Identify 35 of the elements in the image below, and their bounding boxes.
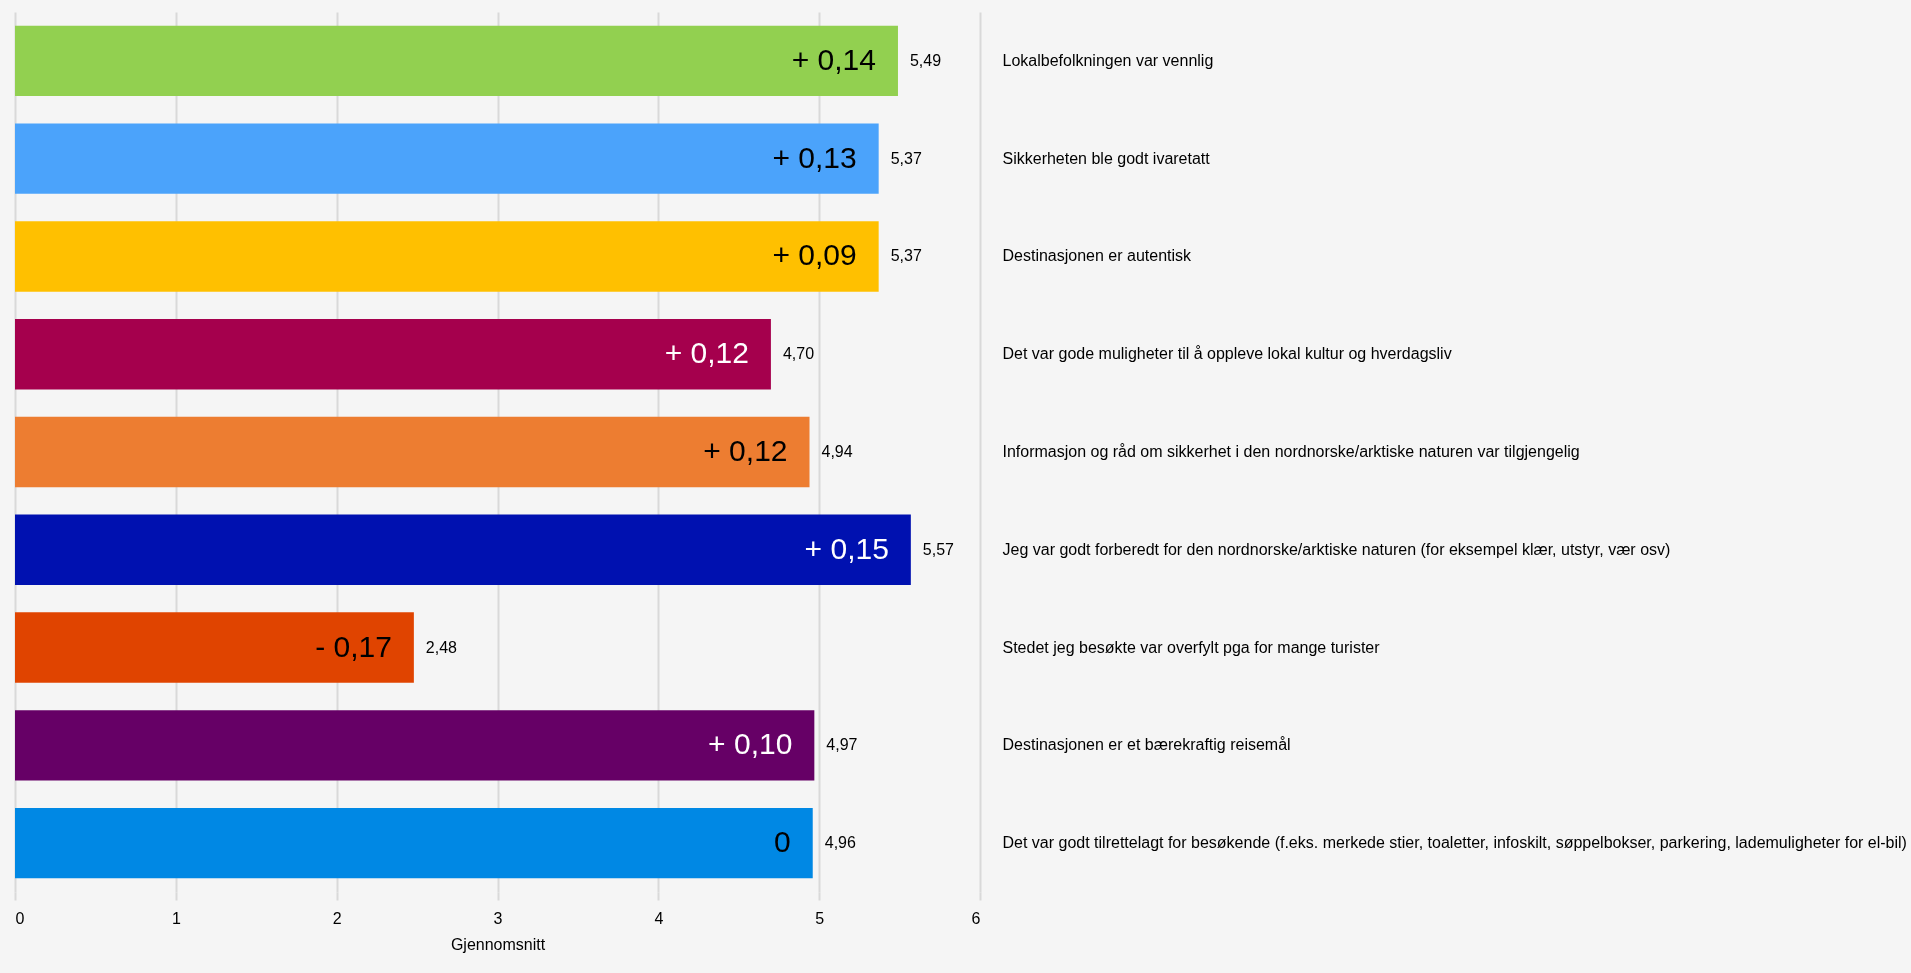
y-tick-label: Stedet jeg besøkte var overfylt pga for mange turister: [1002, 638, 1381, 656]
x-tick-label: 2: [332, 909, 342, 927]
y-tick-label: Sikkerheten ble godt ivaretatt: [1002, 149, 1211, 167]
x-tick-label: 5: [815, 909, 825, 927]
annotation: + 0,12: [664, 336, 749, 370]
x-tick-label: 4: [654, 909, 664, 927]
y-tick-label: Lokalbefolkningen var vennlig: [1002, 51, 1214, 69]
y-tick-label: Det var godt tilrettelagt for besøkende (f.eks. merkede stier, toaletter, infoskilt, søppelbokser, parkering, lademuligheter for el-bil): [1002, 834, 1907, 852]
annotation: 0: [774, 825, 791, 859]
x-tick-label: 6: [971, 909, 981, 927]
annotation: + 0,10: [708, 727, 793, 761]
data-label: 2,48: [425, 638, 458, 656]
annotation: + 0,13: [772, 140, 857, 174]
data-label: 5,49: [909, 51, 942, 69]
data-label: 4,97: [826, 736, 858, 754]
data-label: 5,57: [922, 540, 955, 558]
data-label: 5,37: [890, 247, 922, 265]
data-label: 5,37: [890, 149, 922, 167]
y-tick-label: Destinasjonen er et bærekraftig reisemål: [1002, 736, 1291, 754]
annotation: + 0,15: [804, 531, 889, 565]
x-tick-label: 3: [493, 909, 503, 927]
x-tick-label: 0: [15, 909, 25, 927]
x-axis-title: Gjennomsnitt: [450, 935, 546, 953]
data-label: 4,70: [782, 345, 815, 363]
y-tick-label: Destinasjonen er autentisk: [1002, 247, 1193, 265]
annotation: - 0,17: [315, 629, 392, 663]
data-label: 4,94: [821, 443, 853, 460]
y-tick-label: Jeg var godt forberedt for den nordnorske/arktiske naturen (for eksempel klær, utstyr, vær osv): [1002, 540, 1671, 558]
y-tick-label: Informasjon og råd om sikkerhet i den nordnorske/arktiske naturen var tilgjengelig: [1002, 443, 1580, 460]
annotation: + 0,09: [772, 238, 857, 272]
y-tick-label: Det var gode muligheter til å oppleve lokal kultur og hverdagsliv: [1002, 345, 1452, 363]
annotation: + 0,14: [791, 42, 876, 76]
data-label: 4,96: [824, 834, 856, 852]
x-tick-label: 1: [171, 909, 181, 927]
annotation: + 0,12: [703, 434, 788, 467]
